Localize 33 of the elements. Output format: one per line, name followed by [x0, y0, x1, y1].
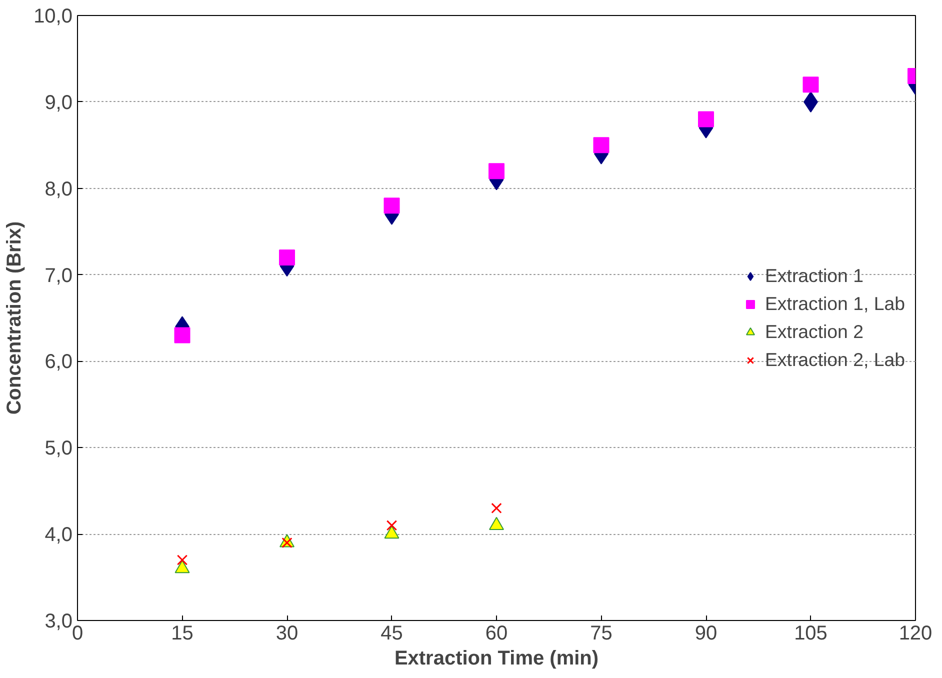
point	[802, 76, 819, 93]
point	[386, 520, 398, 531]
x-axis-title: Extraction Time (min)	[394, 648, 599, 670]
x-tick-label: 75	[590, 622, 612, 644]
point	[491, 502, 502, 514]
legend-label: Extraction 2	[764, 320, 864, 342]
legend-label: Extraction 1	[764, 264, 864, 286]
y-tick-label: 3,0	[44, 610, 73, 632]
point	[279, 250, 295, 266]
point	[384, 198, 400, 214]
point	[698, 111, 714, 128]
x-tick-label: 60	[485, 622, 508, 644]
x-tick-label: 45	[380, 622, 403, 644]
legend-label: Extraction 1, Lab	[764, 292, 905, 314]
x-tick-label: 0	[72, 622, 84, 644]
point	[174, 327, 190, 344]
y-tick-label: 10,0	[34, 6, 73, 28]
y-axis-title: Concentration (Brix)	[4, 221, 26, 415]
x-tick-label: 15	[171, 622, 194, 644]
y-tick-label: 6,0	[44, 351, 73, 374]
x-tick-label: 90	[694, 622, 718, 644]
y-tick-label: 5,0	[44, 438, 73, 460]
y-tick-label: 9,0	[44, 92, 73, 114]
legend-label: Extraction 2, Lab	[764, 348, 905, 370]
x-tick-label: 105	[794, 622, 828, 644]
point	[176, 554, 188, 566]
x-tick-label: 30	[276, 622, 298, 644]
y-tick-label: 8,0	[44, 178, 73, 200]
point	[593, 137, 610, 154]
point	[488, 163, 504, 180]
x-tick-label: 120	[898, 622, 932, 644]
y-tick-label: 4,0	[44, 524, 73, 546]
y-tick-label: 7,0	[44, 264, 73, 287]
